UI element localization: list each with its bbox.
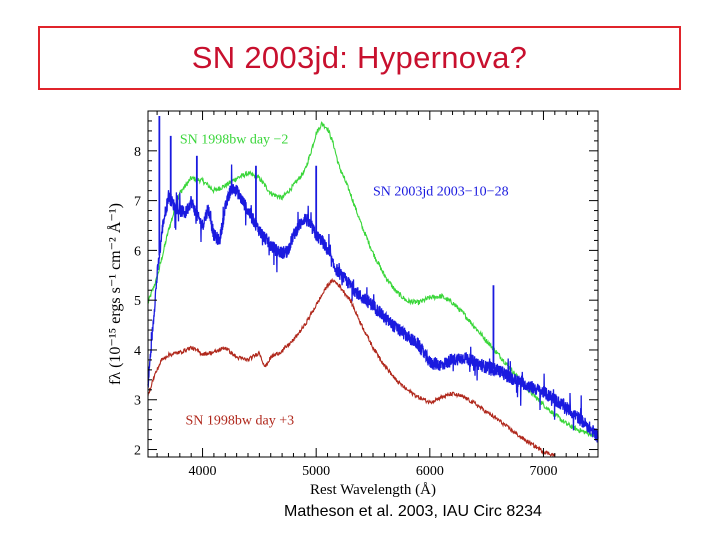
x-axis-label: Rest Wavelength (Å) bbox=[310, 482, 436, 498]
x-tick-label: 4000 bbox=[189, 464, 217, 479]
y-tick-label: 4 bbox=[134, 344, 141, 359]
annotation-layer: SN 1998bw day −2 SN 2003jd 2003−10−28 SN 1… bbox=[180, 132, 509, 428]
y-tick-label: 2 bbox=[134, 444, 141, 459]
y-tick-label: 6 bbox=[134, 244, 141, 259]
slide-title: SN 2003jd: Hypernova? bbox=[191, 40, 528, 75]
y-tick-label: 8 bbox=[134, 145, 141, 160]
x-tick-label: 7000 bbox=[529, 464, 557, 479]
series-layer bbox=[147, 115, 599, 458]
series-annotation-1: SN 1998bw day −2 bbox=[180, 132, 289, 147]
series-line-2 bbox=[147, 164, 599, 443]
x-tick-label: 6000 bbox=[416, 464, 444, 479]
series-line-3 bbox=[147, 277, 556, 458]
y-tick-label: 3 bbox=[134, 394, 141, 409]
y-tick-label: 5 bbox=[134, 294, 141, 309]
citation-caption: Matheson et al. 2003, IAU Circ 8234 bbox=[284, 503, 542, 520]
title-box: SN 2003jd: Hypernova? bbox=[38, 26, 681, 90]
y-tick-label: 7 bbox=[134, 195, 141, 210]
tick-layer: 4000 5000 6000 7000 2 3 4 5 6 7 8 bbox=[134, 111, 598, 479]
y-axis-label: fλ (10⁻¹⁵ ergs s⁻¹ cm⁻² Å⁻¹) bbox=[106, 203, 124, 385]
series-annotation-3: SN 1998bw day +3 bbox=[186, 414, 295, 429]
plot-frame bbox=[147, 110, 599, 458]
series-annotation-2: SN 2003jd 2003−10−28 bbox=[373, 185, 509, 200]
x-tick-label: 5000 bbox=[302, 464, 330, 479]
